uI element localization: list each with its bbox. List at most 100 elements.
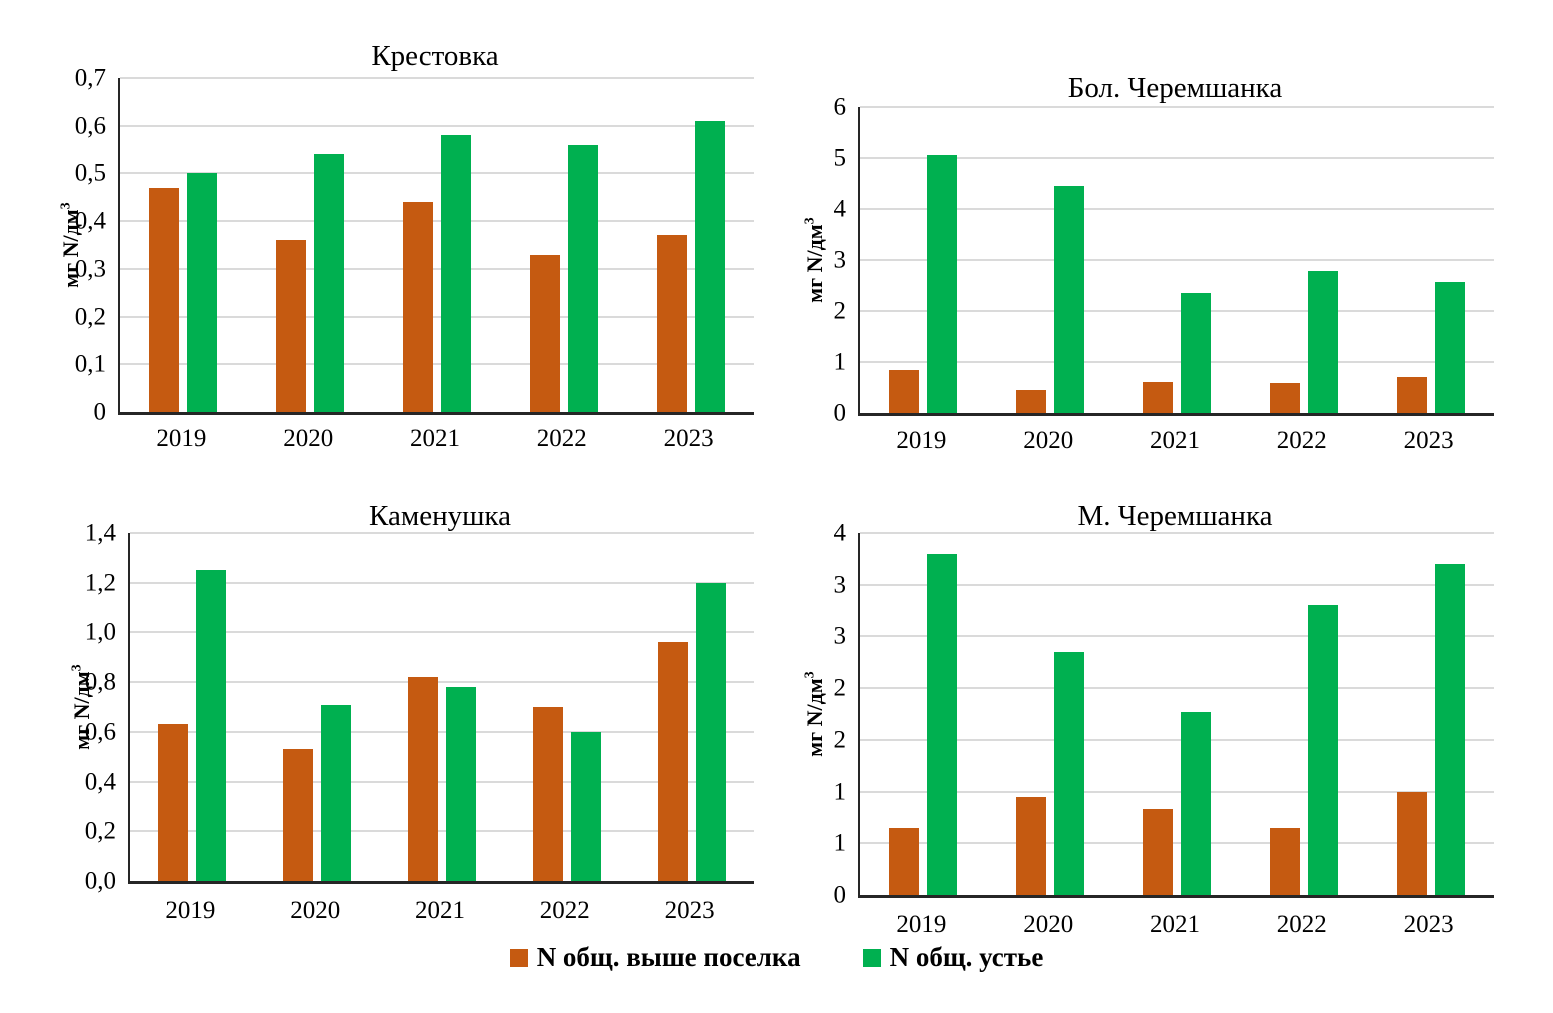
x-axis-tick-label: 2020 xyxy=(1023,427,1074,454)
plot-area xyxy=(128,532,754,884)
bar-above-village-2022 xyxy=(529,254,560,412)
bar-mouth-2019 xyxy=(187,173,218,412)
gridline xyxy=(130,581,754,584)
y-axis: 0,7 0,6 0,5 0,4 0,3 0,2 0,1 0 xyxy=(22,66,106,425)
gridline xyxy=(120,363,754,366)
bar-above-village-2021 xyxy=(408,677,438,881)
x-axis-tick-label: 2019 xyxy=(896,911,947,938)
bar-mouth-2021 xyxy=(1181,711,1211,895)
chart-krestovka: Крестовка мг N/дм3 0,7 0,6 0,5 0,4 0,3 0,2 0,1… xyxy=(58,0,754,456)
y-axis: 6 5 4 3 2 1 0 xyxy=(762,95,847,426)
y-axis-tick-label: 0,1 xyxy=(74,350,106,378)
bar-mouth-2021 xyxy=(441,135,471,412)
bar-above-village-2021 xyxy=(403,202,433,412)
y-axis-tick-label: 1,2 xyxy=(84,569,116,597)
bar-above-village-2022 xyxy=(532,707,563,881)
bar-mouth-2022 xyxy=(567,144,598,412)
y-axis-tick-label: 0,3 xyxy=(74,255,106,283)
bar-mouth-2019 xyxy=(927,155,958,413)
x-axis-tick-label: 2020 xyxy=(290,897,341,924)
y-axis-tick-label: 1 xyxy=(833,829,847,857)
bar-above-village-2022 xyxy=(1269,827,1300,895)
bar-mouth-2020 xyxy=(314,154,345,412)
plot-area xyxy=(118,77,754,415)
bar-above-village-2019 xyxy=(149,187,180,412)
gridline xyxy=(860,310,1494,312)
y-axis-tick-label: 3 xyxy=(833,622,847,650)
x-axis: 2019 2020 2021 2022 2023 xyxy=(858,426,1492,458)
legend-swatch-orange xyxy=(509,948,528,967)
y-axis-tick-label: 5 xyxy=(833,144,847,172)
x-axis-tick-label: 2019 xyxy=(156,425,207,452)
plot-area xyxy=(858,106,1494,416)
bar-mouth-2021 xyxy=(1181,293,1211,413)
x-axis-tick-label: 2023 xyxy=(663,425,714,452)
chart-title: М. Черемшанка xyxy=(1077,500,1273,533)
gridline xyxy=(120,77,754,79)
bar-mouth-2023 xyxy=(1434,564,1465,895)
legend-label-mouth: N общ. устье xyxy=(889,942,1044,972)
legend: N общ. выше поселка N общ. устье xyxy=(0,942,1553,973)
y-axis-tick-label: 0,6 xyxy=(84,718,116,746)
bar-mouth-2023 xyxy=(694,120,725,412)
x-axis: 2019 2020 2021 2022 2023 xyxy=(118,424,752,456)
y-axis-tick-label: 3 xyxy=(833,571,847,599)
gridline xyxy=(860,687,1494,690)
bar-above-village-2022 xyxy=(1269,382,1300,413)
y-axis-tick-label: 2 xyxy=(833,726,847,754)
y-axis-tick-label: 2 xyxy=(833,297,847,325)
y-axis-tick-label: 4 xyxy=(833,195,847,223)
x-axis-tick-label: 2022 xyxy=(539,897,590,924)
legend-item-mouth: N общ. устье xyxy=(862,942,1044,973)
gridline xyxy=(860,583,1494,586)
bar-mouth-2020 xyxy=(321,704,352,881)
y-axis-tick-label: 0,4 xyxy=(84,768,116,796)
x-axis-tick-label: 2021 xyxy=(1150,911,1200,938)
gridline xyxy=(120,315,754,318)
bar-above-village-2023 xyxy=(657,642,688,881)
chart-title: Крестовка xyxy=(371,40,499,73)
y-axis-tick-label: 4 xyxy=(833,519,847,547)
gridline xyxy=(860,842,1494,845)
y-axis-tick-label: 0,4 xyxy=(74,207,106,235)
y-axis-tick-label: 0,0 xyxy=(84,867,116,895)
x-axis-tick-label: 2021 xyxy=(1150,427,1200,454)
bar-mouth-2019 xyxy=(196,570,227,881)
x-axis-tick-label: 2023 xyxy=(1403,427,1454,454)
bar-above-village-2021 xyxy=(1143,809,1173,895)
bar-above-village-2020 xyxy=(283,749,314,881)
bar-mouth-2022 xyxy=(1307,271,1338,413)
bar-above-village-2020 xyxy=(276,240,307,412)
gridline xyxy=(120,124,754,127)
x-axis-tick-label: 2022 xyxy=(536,425,587,452)
bar-above-village-2019 xyxy=(889,369,920,413)
gridline xyxy=(860,208,1494,210)
bar-above-village-2019 xyxy=(158,724,189,881)
y-axis-tick-label: 1,4 xyxy=(84,519,116,547)
gridline xyxy=(130,532,754,534)
y-axis-tick-label: 0 xyxy=(93,398,107,426)
x-axis-tick-label: 2023 xyxy=(664,897,715,924)
gridline xyxy=(130,780,754,783)
gridline xyxy=(860,790,1494,793)
bar-mouth-2020 xyxy=(1054,651,1085,895)
chart-title: Бол. Черемшанка xyxy=(1067,72,1283,105)
legend-swatch-green xyxy=(862,948,881,967)
x-axis: 2019 2020 2021 2022 2023 xyxy=(858,910,1492,942)
bar-mouth-2022 xyxy=(570,731,601,881)
bar-mouth-2019 xyxy=(927,553,958,895)
bar-mouth-2021 xyxy=(446,687,476,881)
bar-above-village-2021 xyxy=(1143,381,1173,413)
gridline xyxy=(120,267,754,270)
y-axis-tick-label: 2 xyxy=(833,674,847,702)
x-axis-tick-label: 2021 xyxy=(410,425,460,452)
y-axis-tick-label: 0 xyxy=(833,881,847,909)
y-axis-tick-label: 0 xyxy=(833,399,847,427)
gridline xyxy=(860,259,1494,261)
gridline xyxy=(130,631,754,634)
y-axis-tick-label: 1 xyxy=(833,348,847,376)
bar-above-village-2023 xyxy=(1396,376,1427,413)
x-axis-tick-label: 2019 xyxy=(165,897,216,924)
bar-above-village-2020 xyxy=(1016,390,1047,413)
